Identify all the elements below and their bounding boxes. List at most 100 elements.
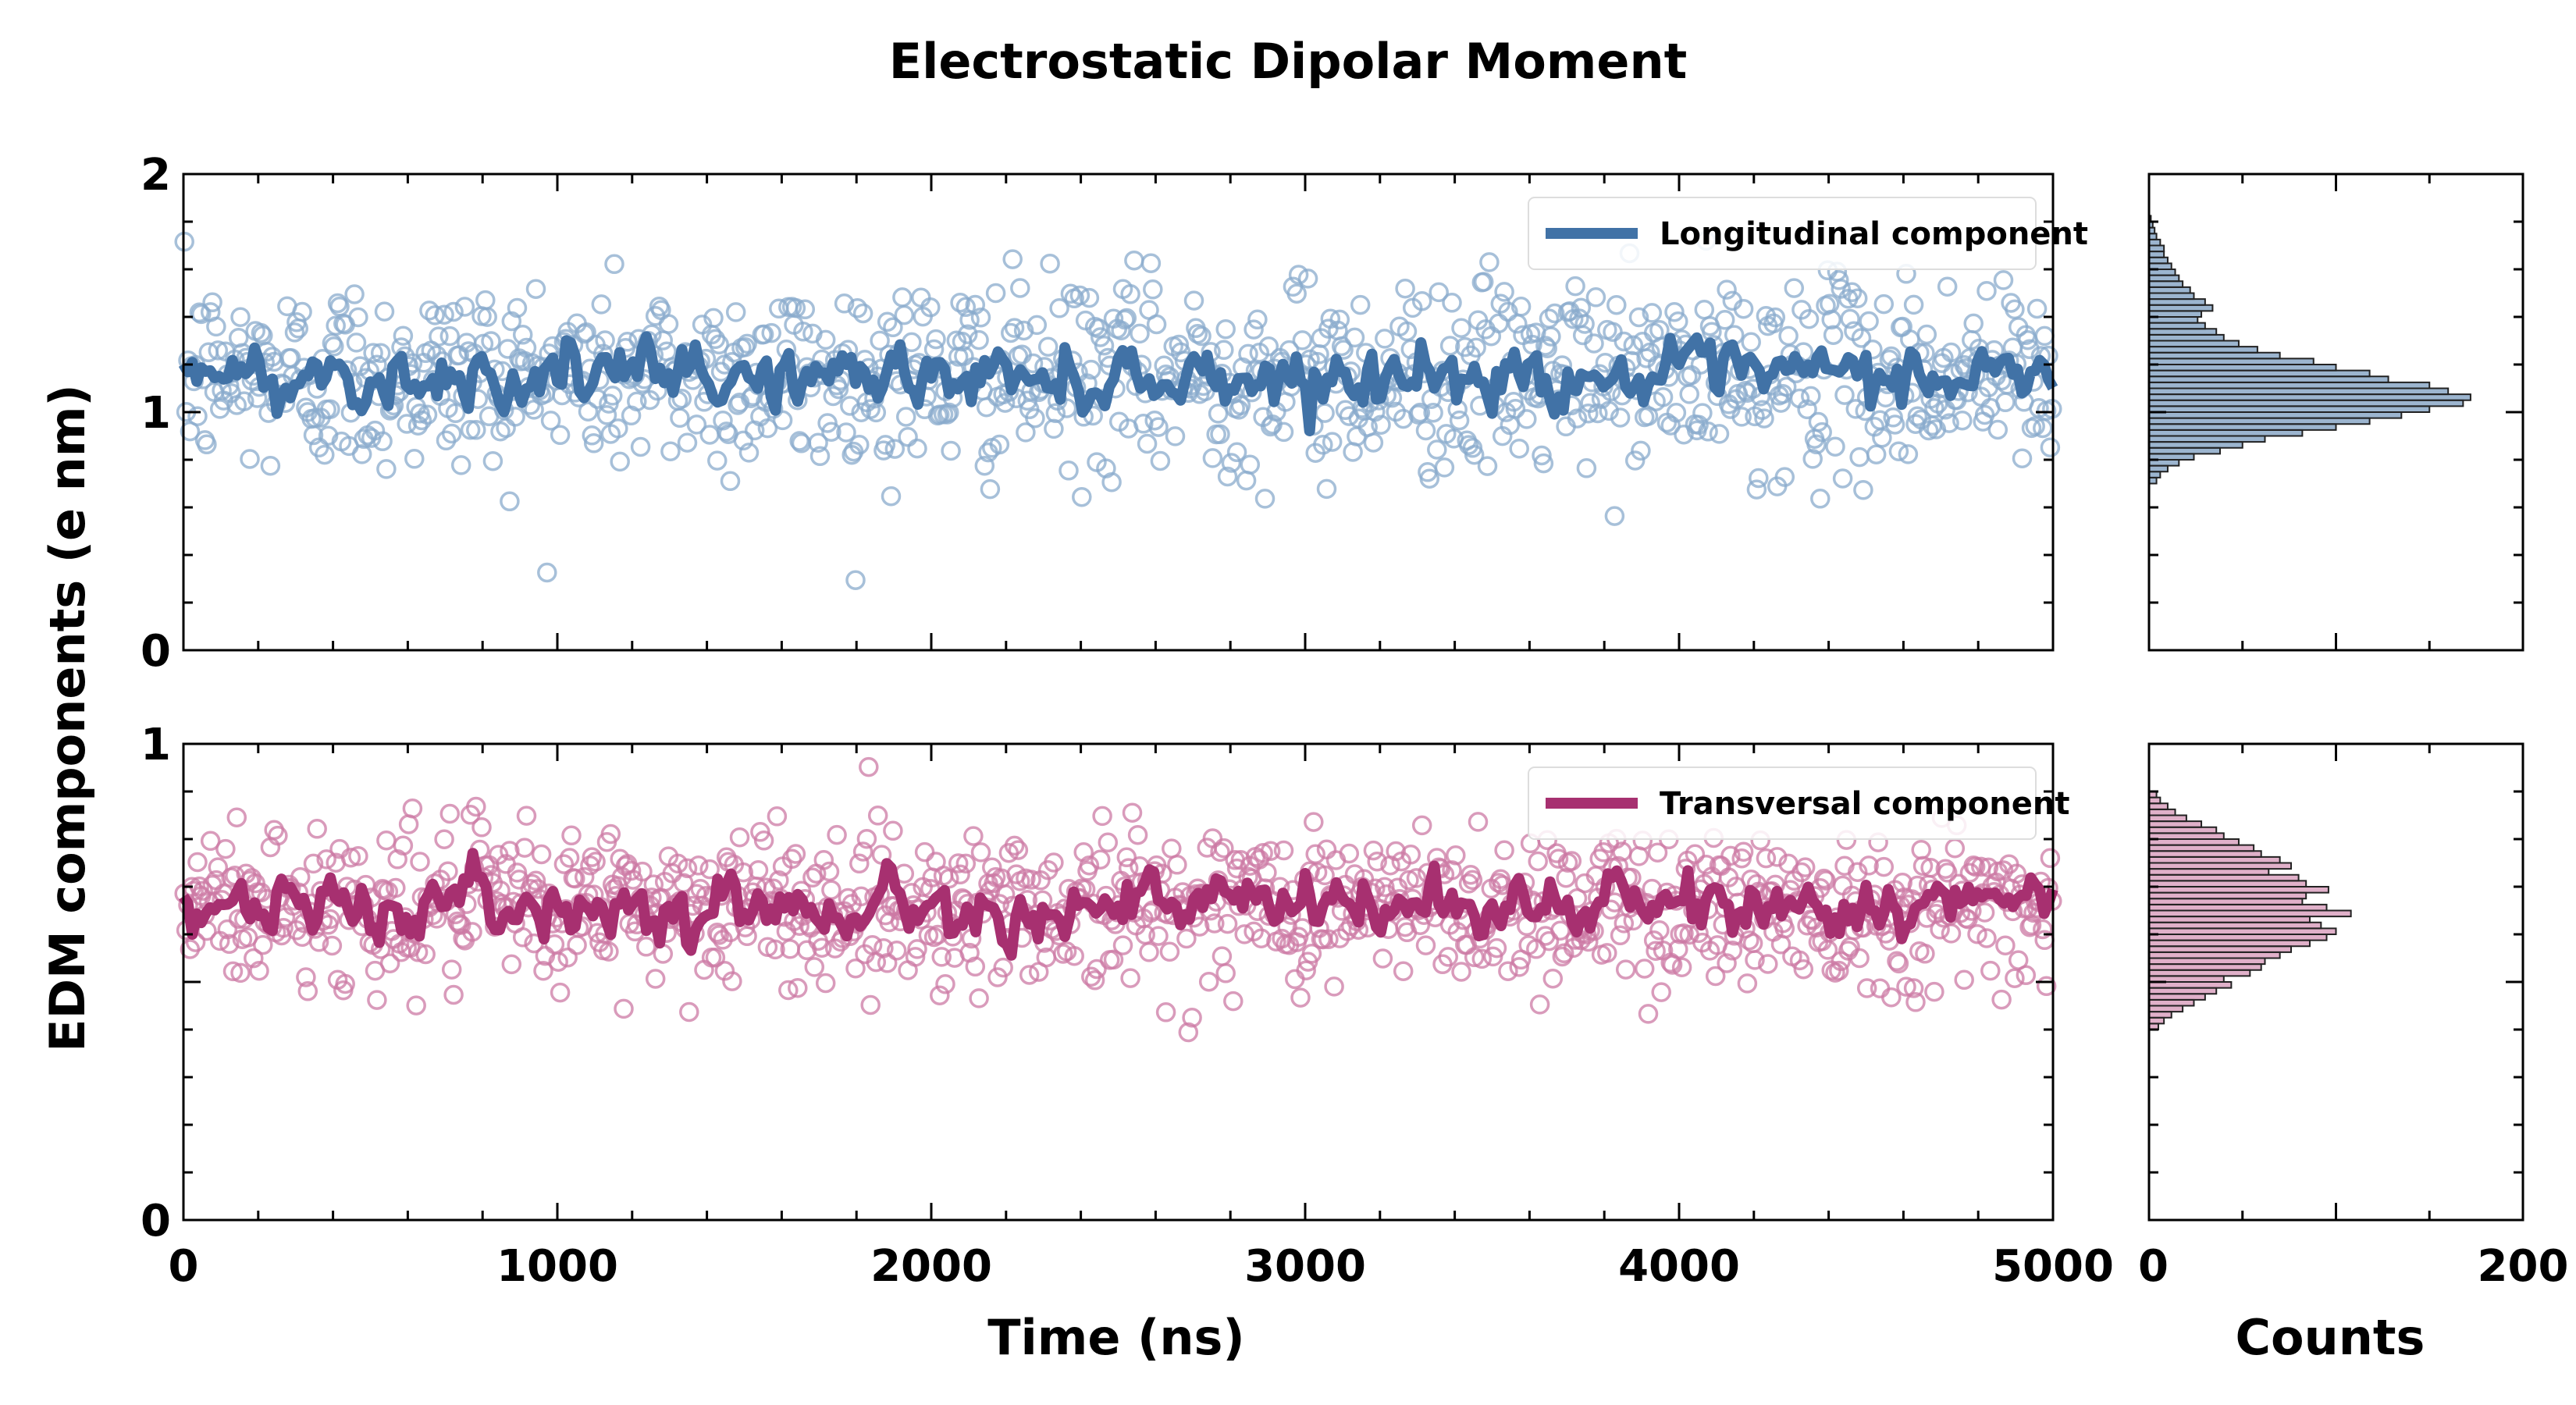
data-point — [610, 451, 630, 472]
data-point — [1324, 976, 1344, 997]
data-point — [1963, 313, 1984, 334]
data-point — [441, 959, 462, 980]
data-point — [1881, 987, 1902, 1008]
data-point — [386, 877, 406, 898]
data-point — [429, 326, 449, 347]
data-point — [1494, 840, 1514, 861]
data-point — [466, 796, 486, 817]
histogram-bar — [2148, 886, 2329, 894]
data-point — [516, 806, 537, 826]
data-point — [351, 444, 372, 464]
data-point — [253, 934, 273, 955]
data-point — [679, 1001, 699, 1023]
data-point — [1217, 466, 1238, 487]
data-point — [795, 299, 816, 320]
data-point — [911, 287, 931, 308]
x-tick-label: 1000 — [496, 1241, 618, 1292]
data-point — [1745, 950, 1765, 970]
data-point — [866, 402, 887, 423]
data-point — [1251, 928, 1272, 948]
data-point — [417, 404, 438, 425]
data-point — [1510, 297, 1532, 317]
data-point — [733, 430, 754, 451]
data-point — [851, 402, 871, 422]
data-point — [1238, 343, 1258, 365]
data-point — [1544, 303, 1565, 324]
data-point — [1542, 968, 1564, 989]
data-point — [439, 325, 461, 347]
data-point — [847, 298, 868, 318]
data-point — [471, 817, 492, 838]
x-tick-label: 0 — [169, 1241, 199, 1292]
histogram-bar — [2148, 375, 2389, 383]
data-point — [1976, 280, 1997, 301]
data-point — [251, 882, 272, 903]
histogram-bar — [2148, 998, 2195, 1007]
x-axis-label: Time (ns) — [987, 1309, 1245, 1366]
y-tick-label: 1 — [141, 720, 171, 770]
data-point — [200, 831, 221, 852]
data-point — [1363, 840, 1384, 861]
data-point — [1660, 415, 1681, 436]
data-point — [845, 570, 866, 590]
data-point — [1793, 959, 1814, 980]
data-point — [1329, 309, 1350, 330]
data-point — [1060, 283, 1081, 304]
data-point — [1847, 862, 1868, 882]
data-point — [1140, 253, 1162, 273]
histogram-bar — [2148, 251, 2165, 258]
data-point — [1930, 919, 1950, 940]
data-point — [1044, 852, 1064, 873]
data-point — [1279, 340, 1300, 361]
histogram-bar — [2148, 340, 2240, 348]
data-point — [1859, 311, 1879, 332]
histogram-bar — [2148, 909, 2352, 918]
histogram-bar — [2148, 405, 2431, 413]
data-point — [1150, 450, 1171, 471]
data-point — [686, 414, 707, 435]
data-point — [1375, 329, 1395, 349]
data-point — [1182, 1007, 1202, 1028]
data-point — [1733, 298, 1754, 319]
data-point — [187, 852, 208, 873]
data-point — [525, 279, 546, 299]
longitudinal-histogram-panel — [2147, 173, 2524, 652]
data-point — [939, 402, 959, 423]
data-point — [1002, 249, 1023, 269]
data-point — [1974, 902, 1995, 923]
data-point — [1517, 409, 1537, 429]
data-point — [1212, 946, 1233, 966]
histogram-bar — [2148, 963, 2262, 971]
histogram-bar — [2148, 838, 2240, 846]
data-point — [1853, 479, 1873, 500]
data-point — [707, 450, 728, 471]
data-point — [372, 431, 393, 452]
data-point — [729, 827, 750, 848]
longitudinal-time-series-panel: 0 1 2 Longitudinal component — [141, 150, 2088, 677]
data-point — [1737, 973, 1758, 994]
data-point — [1023, 353, 1044, 374]
data-point — [260, 455, 281, 476]
data-point — [788, 977, 808, 998]
data-point — [565, 868, 585, 889]
data-point — [1273, 422, 1294, 443]
data-point — [1165, 426, 1186, 446]
data-point — [677, 858, 698, 879]
data-point — [1595, 352, 1616, 373]
data-point — [600, 823, 621, 845]
data-point — [434, 829, 454, 849]
histogram-bar — [2148, 927, 2337, 935]
data-point — [531, 844, 552, 865]
data-point — [553, 854, 575, 874]
data-point — [1717, 953, 1737, 973]
data-point — [1664, 301, 1685, 322]
data-point — [376, 830, 397, 851]
data-point — [1316, 478, 1337, 500]
data-point — [813, 850, 834, 870]
histogram-bar — [2148, 286, 2191, 294]
data-point — [582, 425, 603, 446]
histogram-bar — [2148, 364, 2337, 372]
data-point — [1210, 424, 1230, 445]
data-point — [699, 425, 720, 445]
